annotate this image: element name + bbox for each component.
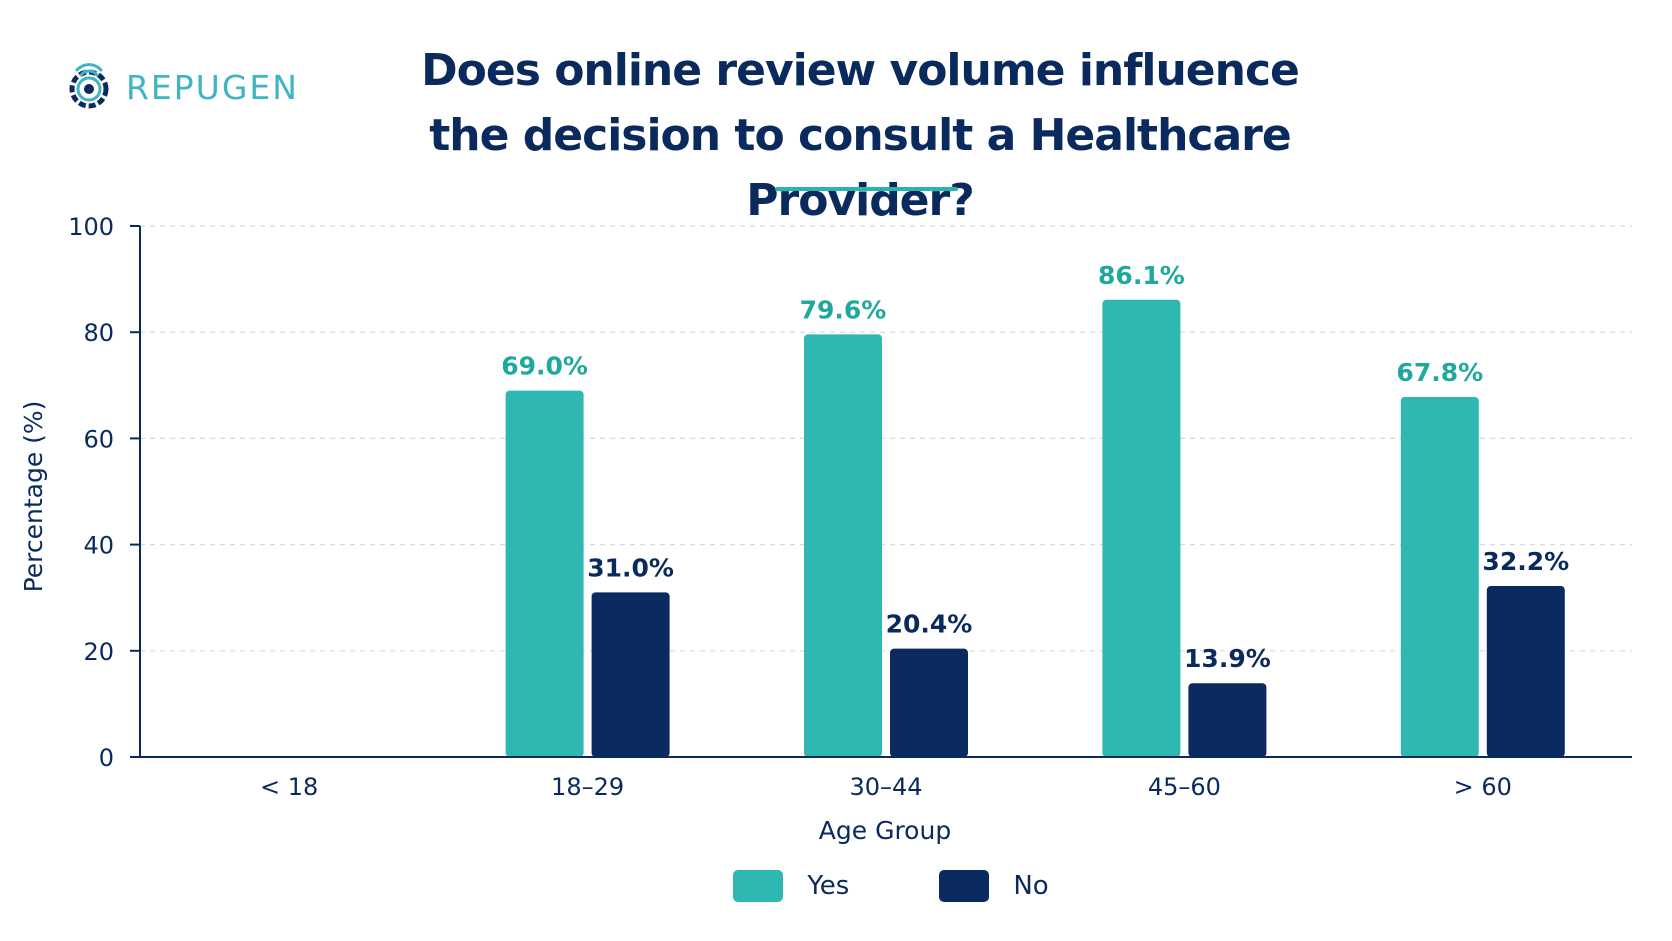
legend-item-yes: Yes [733, 870, 849, 902]
data-label-no: 20.4% [886, 610, 973, 639]
x-tick-label: < 18 [260, 773, 318, 801]
x-tick-label: 45–60 [1148, 773, 1221, 801]
legend-swatch-yes [733, 870, 784, 902]
legend: Yes No [0, 870, 1672, 902]
chart-title-line-2: the decision to consult a Healthcare Pro… [429, 110, 1291, 226]
data-label-yes: 79.6% [800, 295, 887, 324]
x-axis-ticks: < 18 18–29 30–44 45–60 > 60 [260, 773, 1512, 801]
x-tick-label: 18–29 [551, 773, 624, 801]
y-tick-label: 60 [83, 425, 114, 453]
y-tick-label: 0 [99, 744, 114, 772]
legend-label-no: No [1013, 871, 1049, 901]
legend-swatch-no [939, 870, 990, 902]
legend-item-no: No [939, 870, 1049, 902]
bar-no [591, 592, 670, 757]
title-underline [775, 187, 958, 191]
legend-label-yes: Yes [807, 871, 850, 901]
bar-yes [1102, 299, 1181, 757]
data-label-yes: 86.1% [1098, 261, 1185, 290]
bars [505, 299, 1565, 757]
data-label-no: 31.0% [587, 553, 674, 582]
bar-no [1188, 683, 1267, 757]
data-label-no: 32.2% [1482, 547, 1569, 576]
x-tick-label: > 60 [1454, 773, 1512, 801]
y-tick-label: 20 [83, 638, 114, 666]
data-label-no: 13.9% [1184, 644, 1271, 673]
y-axis-ticks: 0 20 40 60 80 100 [68, 213, 140, 772]
y-tick-label: 40 [83, 532, 114, 560]
bar-yes [505, 390, 584, 757]
logo: REPUGEN [60, 58, 299, 116]
data-labels: 69.0% 31.0% 79.6% 20.4% 86.1% 13.9% 67.8% 32.2% [501, 261, 1569, 673]
y-tick-label: 80 [83, 319, 114, 347]
chart-title: Does online review volume influence the … [330, 38, 1390, 233]
bar-yes [804, 334, 882, 757]
x-axis-label: Age Group [819, 816, 951, 845]
y-axis-label: Percentage (%) [19, 401, 48, 593]
x-tick-label: 30–44 [849, 773, 922, 801]
bar-no [890, 648, 968, 757]
bar-yes [1400, 396, 1479, 757]
data-label-yes: 69.0% [501, 352, 588, 381]
logo-text: REPUGEN [126, 67, 299, 107]
repugen-gear-icon [69, 63, 109, 109]
bar-no [1486, 586, 1565, 757]
data-label-yes: 67.8% [1396, 358, 1483, 387]
grid-lines [140, 225, 1632, 652]
chart-title-line-1: Does online review volume influence [421, 45, 1300, 96]
y-tick-label: 100 [68, 213, 114, 241]
